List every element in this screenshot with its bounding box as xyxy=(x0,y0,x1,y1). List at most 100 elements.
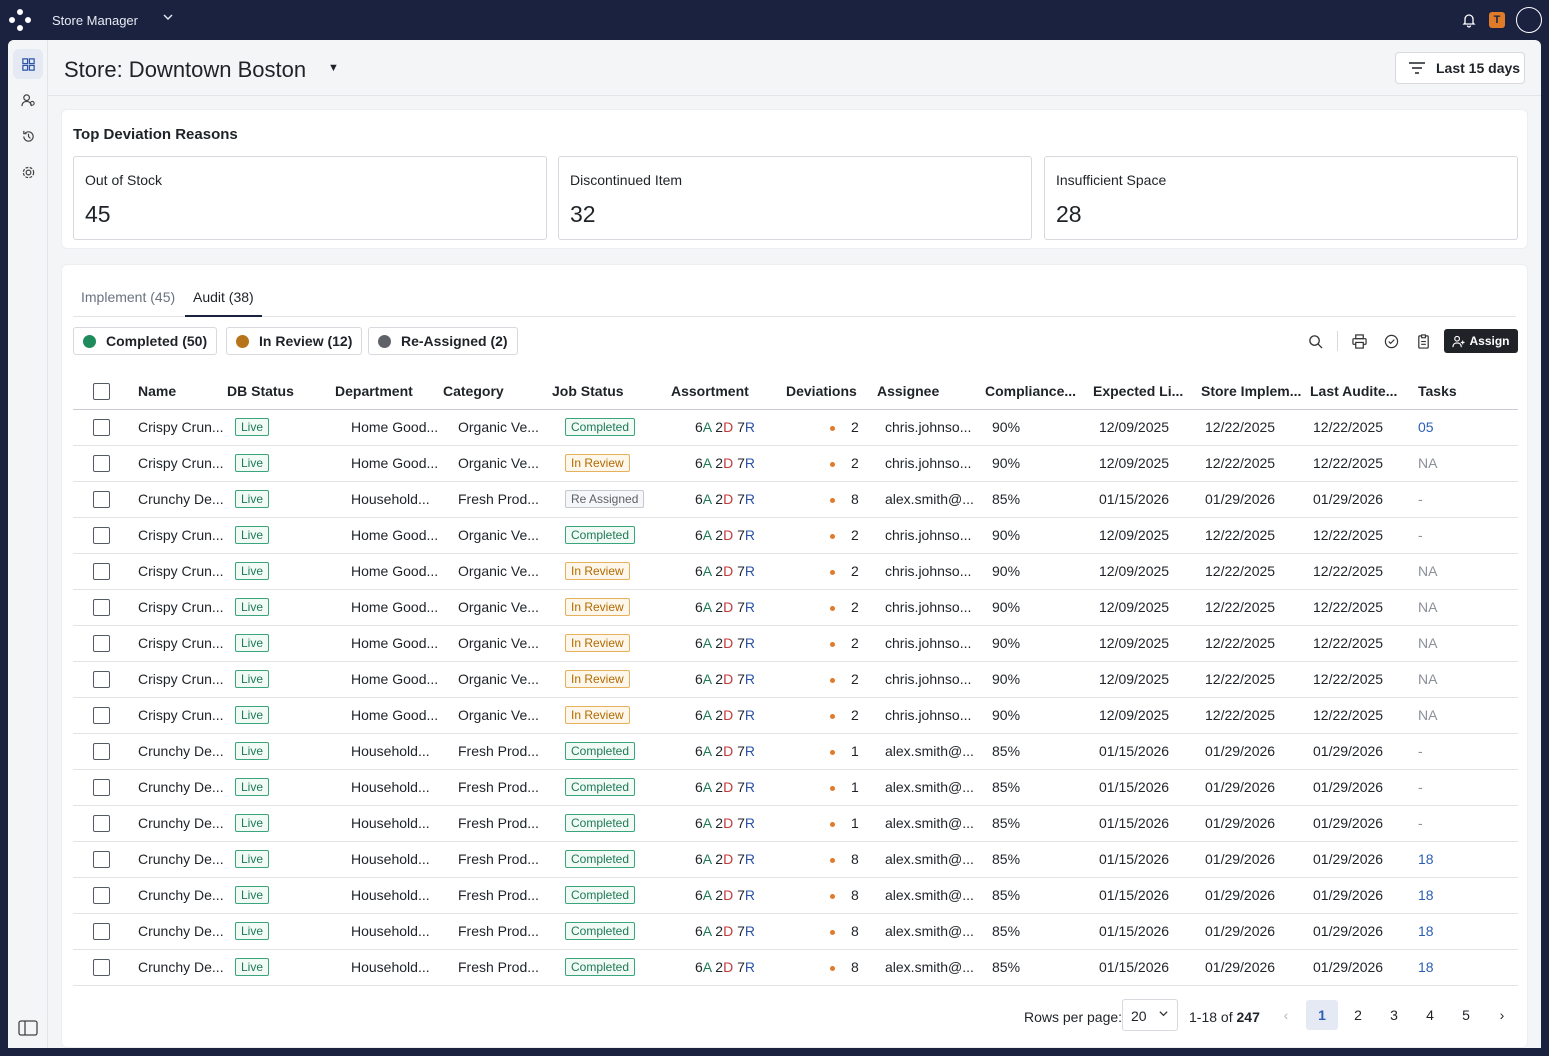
table-row[interactable]: Crunchy De... Live Household... Fresh Prod.… xyxy=(73,481,1518,518)
page-button-1[interactable]: 1 xyxy=(1306,1000,1338,1030)
db-status-badge: Live xyxy=(235,742,270,760)
cell-department: Home Good... xyxy=(335,517,443,554)
app-logo-icon[interactable] xyxy=(9,9,31,31)
cell-compliance: 85% xyxy=(985,949,1093,986)
row-checkbox[interactable] xyxy=(93,850,110,868)
table-row[interactable]: Crispy Crun... Live Home Good... Organic Ve… xyxy=(73,661,1518,698)
table-row[interactable]: Crispy Crun... Live Home Good... Organic Ve… xyxy=(73,517,1518,554)
row-checkbox[interactable] xyxy=(93,490,110,508)
row-checkbox[interactable] xyxy=(93,886,110,904)
sidebar-item-users[interactable] xyxy=(13,85,43,115)
pagination-total: 247 xyxy=(1236,1009,1260,1025)
check-circle-icon[interactable] xyxy=(1382,332,1400,350)
cell-last-audited: 01/29/2026 xyxy=(1310,481,1418,518)
row-checkbox[interactable] xyxy=(93,778,110,796)
column-header-assignee[interactable]: Assignee xyxy=(877,373,985,410)
cell-compliance: 85% xyxy=(985,841,1093,878)
sidebar-toggle-icon[interactable] xyxy=(18,1020,38,1036)
rows-per-page-select[interactable]: 20 xyxy=(1122,999,1178,1031)
table-row[interactable]: Crunchy De... Live Household... Fresh Prod.… xyxy=(73,913,1518,950)
cell-assortment: 6A 2D 7R xyxy=(671,805,786,842)
filter-chip-re-assigned[interactable]: Re-Assigned (2) xyxy=(368,327,518,355)
row-checkbox[interactable] xyxy=(93,670,110,688)
cell-name: Crispy Crun... xyxy=(128,517,227,554)
filter-chip-in-review[interactable]: In Review (12) xyxy=(226,327,363,355)
print-icon[interactable] xyxy=(1350,332,1368,350)
page-button-2[interactable]: 2 xyxy=(1354,1007,1362,1023)
table-row[interactable]: Crunchy De... Live Household... Fresh Prod.… xyxy=(73,949,1518,986)
row-checkbox[interactable] xyxy=(93,562,110,580)
store-dropdown-icon[interactable]: ▼ xyxy=(328,62,339,74)
avatar[interactable] xyxy=(1516,7,1542,33)
column-header-name[interactable]: Name xyxy=(128,373,227,410)
sidebar-item-history[interactable] xyxy=(13,121,43,151)
row-checkbox[interactable] xyxy=(93,634,110,652)
cell-tasks[interactable]: 18 xyxy=(1418,841,1518,878)
app-switcher-label[interactable]: Store Manager xyxy=(52,13,138,28)
cell-compliance: 85% xyxy=(985,877,1093,914)
tab-audit[interactable]: Audit (38) xyxy=(185,289,262,317)
page-button-5[interactable]: 5 xyxy=(1462,1007,1470,1023)
cell-deviations: 2 xyxy=(786,625,877,662)
cell-category: Fresh Prod... xyxy=(443,733,552,770)
table-row[interactable]: Crunchy De... Live Household... Fresh Prod.… xyxy=(73,841,1518,878)
column-header-compliance[interactable]: Compliance... xyxy=(985,373,1093,410)
sidebar-item-dashboard[interactable] xyxy=(13,49,43,79)
clipboard-icon[interactable] xyxy=(1414,332,1432,350)
column-header-deviations[interactable]: Deviations xyxy=(786,373,877,410)
tab-implement[interactable]: Implement (45) xyxy=(81,289,176,305)
row-checkbox[interactable] xyxy=(93,418,110,436)
row-checkbox[interactable] xyxy=(93,922,110,940)
prev-page-icon[interactable]: ‹ xyxy=(1283,1007,1289,1023)
row-checkbox[interactable] xyxy=(93,814,110,832)
cell-category: Organic Ve... xyxy=(443,625,552,662)
row-checkbox[interactable] xyxy=(93,742,110,760)
row-checkbox[interactable] xyxy=(93,454,110,472)
cell-last-audited: 12/22/2025 xyxy=(1310,697,1418,734)
column-header-tasks[interactable]: Tasks xyxy=(1418,373,1518,410)
column-header-expected[interactable]: Expected Li... xyxy=(1093,373,1201,410)
table-row[interactable]: Crunchy De... Live Household... Fresh Prod.… xyxy=(73,733,1518,770)
row-checkbox[interactable] xyxy=(93,706,110,724)
row-checkbox[interactable] xyxy=(93,526,110,544)
column-header-db-status[interactable]: DB Status xyxy=(227,373,335,410)
table-row[interactable]: Crispy Crun... Live Home Good... Organic Ve… xyxy=(73,625,1518,662)
cell-tasks[interactable]: 05 xyxy=(1418,409,1518,446)
page-button-3[interactable]: 3 xyxy=(1390,1007,1398,1023)
next-page-icon[interactable]: › xyxy=(1499,1007,1505,1023)
chevron-down-icon[interactable] xyxy=(162,11,174,26)
column-header-store-implemented[interactable]: Store Implem... xyxy=(1201,373,1310,410)
cell-last-audited: 01/29/2026 xyxy=(1310,877,1418,914)
row-checkbox[interactable] xyxy=(93,598,110,616)
table-row[interactable]: Crispy Crun... Live Home Good... Organic Ve… xyxy=(73,589,1518,626)
page-button-4[interactable]: 4 xyxy=(1426,1007,1434,1023)
assign-button[interactable]: Assign xyxy=(1444,329,1518,353)
table-row[interactable]: Crunchy De... Live Household... Fresh Prod.… xyxy=(73,805,1518,842)
filter-chip-completed[interactable]: Completed (50) xyxy=(73,327,218,355)
bell-icon[interactable] xyxy=(1461,12,1477,28)
table-row[interactable]: Crispy Crun... Live Home Good... Organic Ve… xyxy=(73,553,1518,590)
cell-compliance: 90% xyxy=(985,589,1093,626)
table-row[interactable]: Crispy Crun... Live Home Good... Organic Ve… xyxy=(73,409,1518,446)
search-icon[interactable] xyxy=(1306,332,1324,350)
deviation-count: 2 xyxy=(715,419,724,435)
column-header-last-audited[interactable]: Last Audite... xyxy=(1310,373,1418,410)
cell-tasks[interactable]: 18 xyxy=(1418,913,1518,950)
column-header-category[interactable]: Category xyxy=(443,373,552,410)
table-row[interactable]: Crispy Crun... Live Home Good... Organic Ve… xyxy=(73,697,1518,734)
cell-tasks[interactable]: 18 xyxy=(1418,949,1518,986)
cell-tasks[interactable]: 18 xyxy=(1418,877,1518,914)
sidebar-item-settings[interactable] xyxy=(13,157,43,187)
date-range-button[interactable]: Last 15 days xyxy=(1395,52,1525,84)
table-row[interactable]: Crispy Crun... Live Home Good... Organic Ve… xyxy=(73,445,1518,482)
column-header-job-status[interactable]: Job Status xyxy=(552,373,671,410)
column-header-department[interactable]: Department xyxy=(335,373,443,410)
row-checkbox[interactable] xyxy=(93,958,110,976)
select-all-checkbox[interactable] xyxy=(93,382,110,400)
removal-count: 7 xyxy=(737,455,745,471)
table-row[interactable]: Crunchy De... Live Household... Fresh Prod.… xyxy=(73,769,1518,806)
user-badge[interactable]: T xyxy=(1489,12,1505,28)
table-row[interactable]: Crunchy De... Live Household... Fresh Prod.… xyxy=(73,877,1518,914)
cell-assignee: alex.smith@... xyxy=(877,733,985,770)
column-header-assortment[interactable]: Assortment xyxy=(671,373,786,410)
